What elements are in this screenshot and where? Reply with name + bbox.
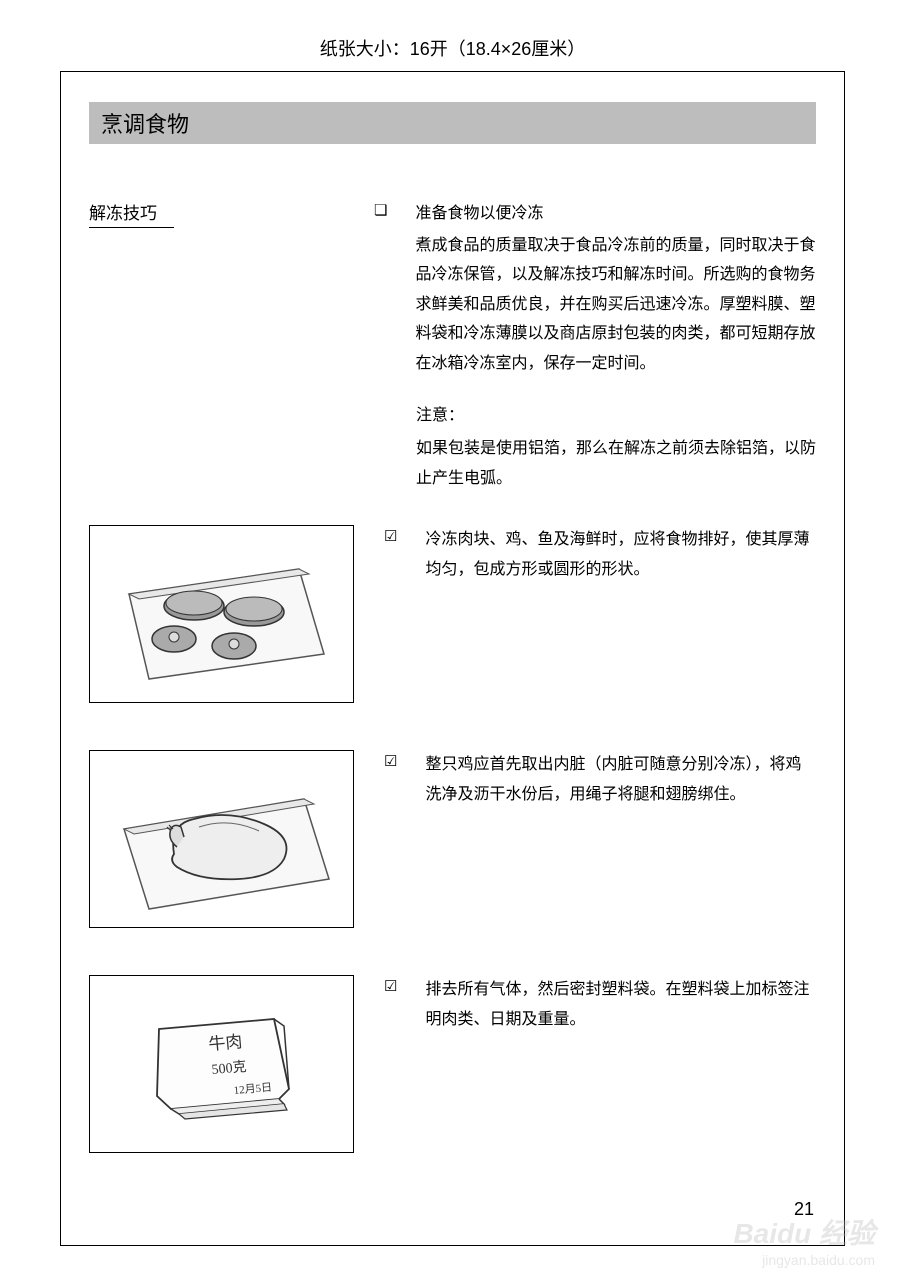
illustration-meat-pieces — [89, 525, 354, 703]
subsection-title: 解冻技巧 — [89, 199, 174, 228]
section-title: 烹调食物 — [101, 107, 189, 139]
section-header: 烹调食物 — [89, 102, 816, 144]
intro-body: 煮成食品的质量取决于食品冷冻前的质量，同时取决于食品冷冻保管，以及解冻技巧和解冻… — [415, 231, 816, 379]
intro-title: 准备食物以便冷冻 — [415, 199, 816, 229]
item-row-3: 牛肉 500克 12月5日 ☑ 排去所有气体，然后密封塑料袋。在塑料袋上加标签注… — [89, 975, 816, 1178]
item-row-1: ☑ 冷冻肉块、鸡、鱼及海鲜时，应将食物排好，使其厚薄均匀，包成方形或圆形的形状。 — [89, 525, 816, 728]
square-bullet-icon: ❏ — [374, 199, 387, 383]
label-line1: 牛肉 — [208, 1032, 244, 1054]
watermark-url: jingyan.baidu.com — [733, 1252, 875, 1268]
note-label: 注意： — [416, 401, 816, 431]
watermark: Baidu 经验 jingyan.baidu.com — [733, 1212, 875, 1268]
check-icon: ☑ — [384, 750, 397, 809]
check-icon: ☑ — [384, 975, 397, 1034]
item-text-1: 冷冻肉块、鸡、鱼及海鲜时，应将食物排好，使其厚薄均匀，包成方形或圆形的形状。 — [425, 525, 816, 584]
label-line2: 500克 — [211, 1059, 247, 1078]
paper-size-label: 纸张大小：16开（18.4×26厘米） — [0, 0, 905, 71]
item-text-3: 排去所有气体，然后密封塑料袋。在塑料袋上加标签注明肉类、日期及重量。 — [425, 975, 816, 1034]
illustration-labeled-bag: 牛肉 500克 12月5日 — [89, 975, 354, 1153]
check-icon: ☑ — [384, 525, 397, 584]
page-frame: 烹调食物 解冻技巧 ❏ 准备食物以便冷冻 煮成食品的质量取决于食品冷冻前的质量，… — [60, 71, 845, 1246]
watermark-brand: Baidu 经验 — [733, 1212, 875, 1252]
intro-row: 解冻技巧 ❏ 准备食物以便冷冻 煮成食品的质量取决于食品冷冻前的质量，同时取决于… — [89, 199, 816, 497]
note-body: 如果包装是使用铝箔，那么在解冻之前须去除铝箔，以防止产生电弧。 — [416, 434, 816, 493]
item-text-2: 整只鸡应首先取出内脏（内脏可随意分别冷冻），将鸡洗净及沥干水份后，用绳子将腿和翅… — [425, 750, 816, 809]
illustration-whole-chicken — [89, 750, 354, 928]
item-row-2: ☑ 整只鸡应首先取出内脏（内脏可随意分别冷冻），将鸡洗净及沥干水份后，用绳子将腿… — [89, 750, 816, 953]
